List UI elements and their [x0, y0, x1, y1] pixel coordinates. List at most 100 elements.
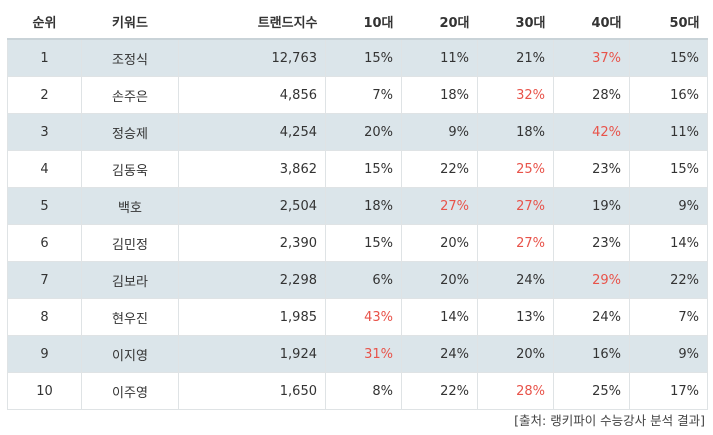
- cell-age-30s: 27%: [477, 224, 554, 262]
- cell-age-30s: 13%: [477, 298, 554, 336]
- cell-age-50s: 17%: [629, 372, 708, 410]
- cell-age-30s: 18%: [477, 113, 554, 151]
- cell-age-30s: 21%: [477, 38, 554, 77]
- table-row: 7 김보라 2,298 6% 20% 24% 29% 22%: [7, 261, 708, 299]
- cell-keyword: 백호: [81, 187, 179, 225]
- cell-rank: 7: [7, 261, 82, 299]
- cell-age-10s: 7%: [325, 76, 402, 114]
- table-row: 1 조정식 12,763 15% 11% 21% 37% 15%: [7, 38, 708, 77]
- cell-trend-index: 3,862: [178, 150, 326, 188]
- cell-age-30s: 25%: [477, 150, 554, 188]
- cell-age-30s: 28%: [477, 372, 554, 410]
- table-body: 1 조정식 12,763 15% 11% 21% 37% 15% 2 손주은 4,856 7% 18% 3…: [7, 38, 708, 410]
- cell-age-30s: 24%: [477, 261, 554, 299]
- cell-age-10s: 8%: [325, 372, 402, 410]
- cell-age-40s: 16%: [553, 335, 630, 373]
- cell-rank: 4: [7, 150, 82, 188]
- cell-age-20s: 20%: [401, 224, 478, 262]
- cell-rank: 10: [7, 372, 82, 410]
- header-row: 순위 키워드 트랜드지수 10대 20대 30대 40대 50대: [7, 4, 708, 40]
- cell-age-40s: 23%: [553, 150, 630, 188]
- header-keyword: 키워드: [81, 4, 179, 40]
- cell-age-40s: 25%: [553, 372, 630, 410]
- cell-age-10s: 15%: [325, 150, 402, 188]
- cell-keyword: 조정식: [81, 38, 179, 77]
- cell-trend-index: 1,650: [178, 372, 326, 410]
- cell-keyword: 김민정: [81, 224, 179, 262]
- cell-trend-index: 2,504: [178, 187, 326, 225]
- cell-age-20s: 11%: [401, 38, 478, 77]
- cell-trend-index: 4,254: [178, 113, 326, 151]
- cell-keyword: 이지영: [81, 335, 179, 373]
- cell-age-10s: 43%: [325, 298, 402, 336]
- cell-keyword: 손주은: [81, 76, 179, 114]
- table-row: 8 현우진 1,985 43% 14% 13% 24% 7%: [7, 298, 708, 336]
- cell-age-50s: 7%: [629, 298, 708, 336]
- cell-age-20s: 22%: [401, 150, 478, 188]
- cell-rank: 1: [7, 38, 82, 77]
- cell-age-20s: 22%: [401, 372, 478, 410]
- header-age-10s: 10대: [325, 4, 402, 40]
- cell-keyword: 김동욱: [81, 150, 179, 188]
- cell-trend-index: 1,924: [178, 335, 326, 373]
- cell-age-50s: 9%: [629, 335, 708, 373]
- cell-age-10s: 31%: [325, 335, 402, 373]
- cell-age-10s: 20%: [325, 113, 402, 151]
- cell-age-50s: 11%: [629, 113, 708, 151]
- cell-age-20s: 9%: [401, 113, 478, 151]
- cell-age-40s: 23%: [553, 224, 630, 262]
- table-row: 10 이주영 1,650 8% 22% 28% 25% 17%: [7, 372, 708, 410]
- cell-trend-index: 2,298: [178, 261, 326, 299]
- cell-trend-index: 12,763: [178, 38, 326, 77]
- cell-age-40s: 42%: [553, 113, 630, 151]
- cell-age-50s: 22%: [629, 261, 708, 299]
- header-trend-index: 트랜드지수: [178, 4, 326, 40]
- cell-age-10s: 6%: [325, 261, 402, 299]
- cell-trend-index: 4,856: [178, 76, 326, 114]
- source-caption: [출처: 랭키파이 수능강사 분석 결과]: [514, 413, 705, 428]
- cell-age-50s: 16%: [629, 76, 708, 114]
- cell-age-50s: 14%: [629, 224, 708, 262]
- cell-trend-index: 1,985: [178, 298, 326, 336]
- cell-rank: 3: [7, 113, 82, 151]
- cell-age-30s: 20%: [477, 335, 554, 373]
- table-row: 9 이지영 1,924 31% 24% 20% 16% 9%: [7, 335, 708, 373]
- cell-age-20s: 18%: [401, 76, 478, 114]
- cell-rank: 9: [7, 335, 82, 373]
- cell-age-40s: 37%: [553, 38, 630, 77]
- cell-keyword: 현우진: [81, 298, 179, 336]
- cell-rank: 2: [7, 76, 82, 114]
- cell-age-20s: 14%: [401, 298, 478, 336]
- cell-keyword: 김보라: [81, 261, 179, 299]
- cell-age-10s: 15%: [325, 224, 402, 262]
- cell-age-20s: 20%: [401, 261, 478, 299]
- table-row: 6 김민정 2,390 15% 20% 27% 23% 14%: [7, 224, 708, 262]
- header-age-40s: 40대: [553, 4, 630, 40]
- cell-keyword: 정승제: [81, 113, 179, 151]
- table-row: 2 손주은 4,856 7% 18% 32% 28% 16%: [7, 76, 708, 114]
- header-age-20s: 20대: [401, 4, 478, 40]
- cell-rank: 8: [7, 298, 82, 336]
- cell-rank: 5: [7, 187, 82, 225]
- cell-age-40s: 28%: [553, 76, 630, 114]
- header-age-30s: 30대: [477, 4, 554, 40]
- table-row: 3 정승제 4,254 20% 9% 18% 42% 11%: [7, 113, 708, 151]
- cell-age-10s: 15%: [325, 38, 402, 77]
- cell-age-30s: 32%: [477, 76, 554, 114]
- table-row: 4 김동욱 3,862 15% 22% 25% 23% 15%: [7, 150, 708, 188]
- cell-age-20s: 24%: [401, 335, 478, 373]
- cell-rank: 6: [7, 224, 82, 262]
- cell-age-50s: 9%: [629, 187, 708, 225]
- cell-age-40s: 29%: [553, 261, 630, 299]
- table-row: 5 백호 2,504 18% 27% 27% 19% 9%: [7, 187, 708, 225]
- cell-age-10s: 18%: [325, 187, 402, 225]
- trend-table: 순위 키워드 트랜드지수 10대 20대 30대 40대 50대 1 조정식 12,…: [7, 4, 708, 410]
- cell-age-40s: 19%: [553, 187, 630, 225]
- trend-table-container: 순위 키워드 트랜드지수 10대 20대 30대 40대 50대 1 조정식 12,…: [7, 4, 708, 410]
- header-age-50s: 50대: [629, 4, 708, 40]
- cell-age-50s: 15%: [629, 38, 708, 77]
- cell-keyword: 이주영: [81, 372, 179, 410]
- cell-age-40s: 24%: [553, 298, 630, 336]
- cell-age-50s: 15%: [629, 150, 708, 188]
- cell-age-20s: 27%: [401, 187, 478, 225]
